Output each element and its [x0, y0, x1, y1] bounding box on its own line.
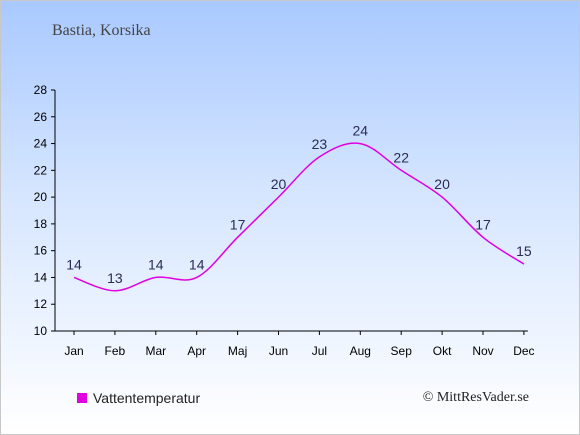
x-tick-label: Okt	[433, 344, 452, 358]
data-label: 14	[189, 256, 205, 272]
data-label: 20	[271, 176, 287, 192]
x-tick-label: Aug	[350, 344, 371, 358]
y-tick-label: 20	[34, 190, 48, 204]
data-label: 17	[230, 216, 246, 232]
legend: Vattentemperatur	[77, 390, 200, 406]
y-tick-label: 24	[34, 137, 48, 151]
y-tick-label: 10	[34, 324, 48, 338]
data-label: 20	[434, 176, 450, 192]
series-line-vattentemperatur	[73, 142, 525, 292]
x-tick-label: Feb	[105, 344, 126, 358]
legend-swatch	[77, 393, 87, 403]
x-tick-label: Dec	[513, 344, 534, 358]
data-label: 14	[148, 256, 164, 272]
data-label: 17	[475, 216, 491, 232]
x-tick-label: Maj	[228, 344, 247, 358]
data-label: 24	[353, 123, 369, 139]
credit-text: © MittResVader.se	[422, 390, 529, 405]
x-tick-label: Jan	[64, 344, 83, 358]
legend-label: Vattentemperatur	[93, 390, 201, 406]
data-label: 14	[66, 256, 82, 272]
x-tick-label: Sep	[391, 344, 413, 358]
x-tick-label: Jun	[269, 344, 288, 358]
x-tick-label: Mar	[145, 344, 166, 358]
y-tick-label: 14	[34, 270, 48, 284]
y-tick-label: 26	[34, 110, 48, 124]
data-label: 15	[516, 243, 532, 259]
x-tick-label: Nov	[472, 344, 493, 358]
x-tick-label: Apr	[187, 344, 206, 358]
y-tick-label: 28	[34, 83, 48, 97]
y-tick-label: 18	[34, 217, 48, 231]
x-tick-label: Jul	[312, 344, 327, 358]
data-label: 23	[312, 136, 328, 152]
data-label: 13	[107, 270, 123, 286]
chart-subtitle: Bastia, Korsika	[52, 22, 151, 39]
y-tick-label: 16	[34, 244, 48, 258]
y-tick-label: 12	[34, 297, 48, 311]
y-tick-label: 22	[34, 163, 48, 177]
data-label: 22	[393, 149, 409, 165]
